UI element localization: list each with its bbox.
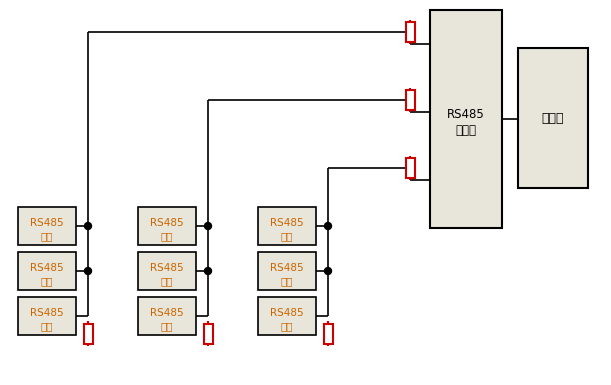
Text: 设备: 设备 — [41, 321, 53, 331]
Circle shape — [205, 268, 211, 275]
Text: RS485: RS485 — [30, 263, 64, 273]
Circle shape — [84, 268, 92, 275]
Text: RS485: RS485 — [270, 263, 304, 273]
Circle shape — [205, 223, 211, 229]
Text: RS485: RS485 — [447, 107, 485, 121]
Bar — [258, 297, 316, 335]
Circle shape — [324, 268, 332, 275]
Bar — [138, 297, 196, 335]
Text: 设备: 设备 — [280, 321, 293, 331]
Bar — [203, 323, 213, 343]
Text: RS485: RS485 — [150, 218, 184, 228]
Circle shape — [84, 223, 92, 229]
Text: 设备: 设备 — [161, 231, 174, 241]
Text: 设备: 设备 — [161, 276, 174, 286]
Bar — [18, 252, 76, 290]
Bar — [258, 207, 316, 245]
Circle shape — [324, 223, 332, 229]
Text: RS485: RS485 — [150, 308, 184, 318]
Text: RS485: RS485 — [30, 218, 64, 228]
Text: RS485: RS485 — [30, 308, 64, 318]
Text: 设备: 设备 — [161, 321, 174, 331]
Bar — [518, 48, 588, 188]
Bar — [430, 10, 502, 228]
Text: 设备: 设备 — [280, 231, 293, 241]
Text: 设备: 设备 — [41, 231, 53, 241]
Text: 设备: 设备 — [41, 276, 53, 286]
Bar — [18, 297, 76, 335]
Bar — [84, 323, 92, 343]
Text: 服务器: 服务器 — [542, 112, 564, 124]
Bar — [138, 207, 196, 245]
Text: RS485: RS485 — [270, 308, 304, 318]
Bar — [138, 252, 196, 290]
Bar — [406, 90, 414, 110]
Text: RS485: RS485 — [270, 218, 304, 228]
Bar — [406, 22, 414, 42]
Bar — [323, 323, 332, 343]
Bar — [258, 252, 316, 290]
Bar — [18, 207, 76, 245]
Text: 设备: 设备 — [280, 276, 293, 286]
Text: RS485: RS485 — [150, 263, 184, 273]
Bar — [406, 158, 414, 178]
Text: 集线器: 集线器 — [455, 124, 477, 137]
